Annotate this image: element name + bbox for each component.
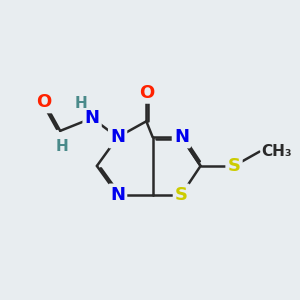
Text: N: N	[110, 186, 125, 204]
Text: S: S	[175, 186, 188, 204]
Text: O: O	[37, 93, 52, 111]
Text: H: H	[56, 139, 68, 154]
Text: N: N	[174, 128, 189, 146]
Text: H: H	[74, 96, 87, 111]
Text: N: N	[110, 128, 125, 146]
Text: O: O	[139, 84, 154, 102]
Text: CH₃: CH₃	[261, 144, 292, 159]
Text: N: N	[85, 109, 100, 127]
Text: S: S	[227, 157, 241, 175]
